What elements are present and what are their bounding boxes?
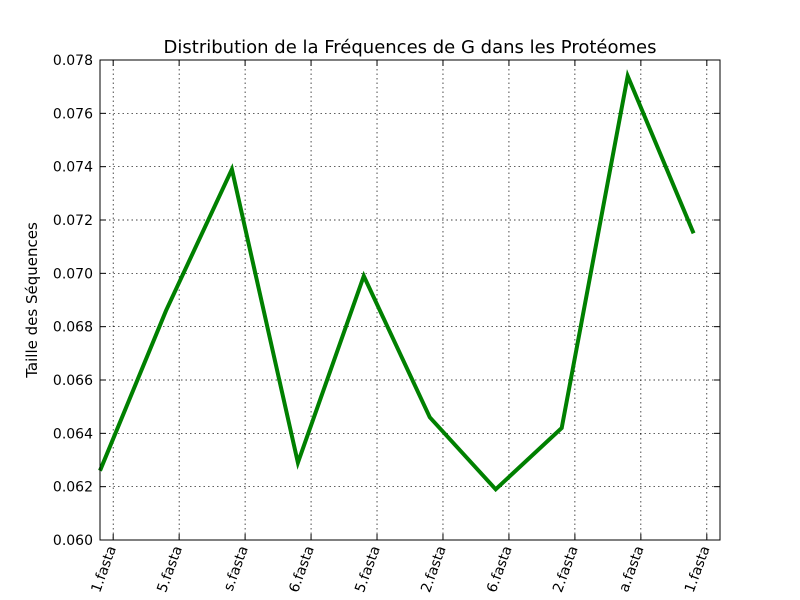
x-tick-label: a.fasta — [616, 544, 647, 594]
y-tick-label: 0.064 — [53, 426, 93, 442]
x-tick-label: 1.fasta — [88, 544, 120, 595]
y-tick-label: 0.078 — [53, 53, 93, 69]
y-tick-label: 0.076 — [53, 106, 93, 122]
chart-title: Distribution de la Fréquences de G dans … — [164, 37, 657, 58]
y-axis-tick-labels: 0.060 0.062 0.064 0.066 0.068 0.070 0.072 0.074… — [53, 53, 93, 549]
x-tick-label: 2.fasta — [418, 544, 450, 595]
y-tick-label: 0.066 — [53, 373, 93, 389]
series-line-0 — [98, 69, 696, 493]
x-axis-tick-labels: 1.fasta 5.fasta s.fasta 6.fasta 5.fasta 2.fas… — [88, 544, 713, 595]
y-tick-label: 0.060 — [53, 533, 93, 549]
y-tick-label: 0.074 — [53, 160, 93, 176]
y-tick-label: 0.068 — [53, 320, 93, 336]
y-tick-label: 0.072 — [53, 213, 93, 229]
y-axis-label: Taille des Séquences — [23, 222, 41, 379]
plot-frame — [99, 59, 721, 541]
y-tick-label: 0.070 — [53, 266, 93, 282]
x-tick-label: 6.fasta — [286, 544, 318, 595]
x-tick-label: 5.fasta — [352, 544, 384, 595]
x-tick-label: 5.fasta — [154, 544, 186, 595]
x-tick-label: 1.fasta — [682, 544, 714, 595]
axis-ticks — [100, 59, 720, 541]
y-tick-label: 0.062 — [53, 480, 93, 496]
x-tick-label: 6.fasta — [484, 544, 516, 595]
plot-area — [98, 69, 696, 493]
x-tick-label: 2.fasta — [550, 544, 582, 595]
x-tick-label: s.fasta — [221, 544, 252, 593]
grid-lines — [100, 59, 720, 541]
